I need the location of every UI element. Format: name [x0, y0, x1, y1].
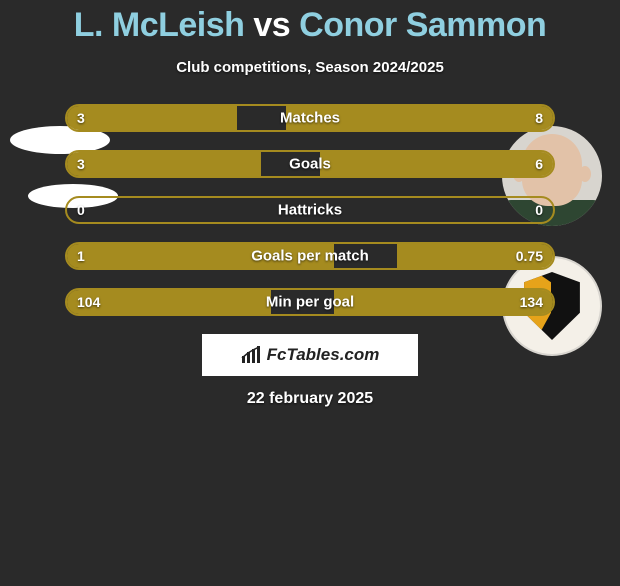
stat-label: Matches [67, 110, 553, 127]
stat-row: Goals per match1 0.75 [65, 242, 555, 270]
stat-label: Hattricks [67, 202, 553, 219]
stat-value-right: 6 [535, 156, 543, 172]
stat-value-left: 3 [77, 156, 85, 172]
stat-value-right: 0.75 [516, 248, 543, 264]
stats-table: Matches38Goals36Hattricks00Goals per mat… [65, 104, 555, 316]
stat-value-right: 8 [535, 110, 543, 126]
comparison-title: L. McLeish vs Conor Sammon [0, 6, 620, 45]
date-text: 22 february 2025 [0, 390, 620, 408]
stat-row: Matches3 8 [65, 104, 555, 132]
bar-chart-icon [241, 346, 261, 364]
stat-value-right: 0 [535, 202, 543, 218]
stat-value-left: 3 [77, 110, 85, 126]
stat-value-left: 104 [77, 294, 100, 310]
stat-row: Goals3 6 [65, 150, 555, 178]
player1-name: L. McLeish [74, 6, 245, 44]
vs-text: vs [253, 6, 290, 44]
brand-badge: FcTables.com [202, 334, 418, 376]
subtitle: Club competitions, Season 2024/2025 [0, 59, 620, 76]
stat-value-left: 1 [77, 248, 85, 264]
stat-row: Hattricks0 0 [65, 196, 555, 224]
stat-row: Min per goal104 134 [65, 288, 555, 316]
player2-name: Conor Sammon [299, 6, 546, 44]
stat-label: Goals per match [67, 248, 553, 265]
stat-value-right: 134 [520, 294, 543, 310]
stat-label: Min per goal [67, 294, 553, 311]
stat-value-left: 0 [77, 202, 85, 218]
stat-label: Goals [67, 156, 553, 173]
brand-text: FcTables.com [267, 345, 380, 365]
